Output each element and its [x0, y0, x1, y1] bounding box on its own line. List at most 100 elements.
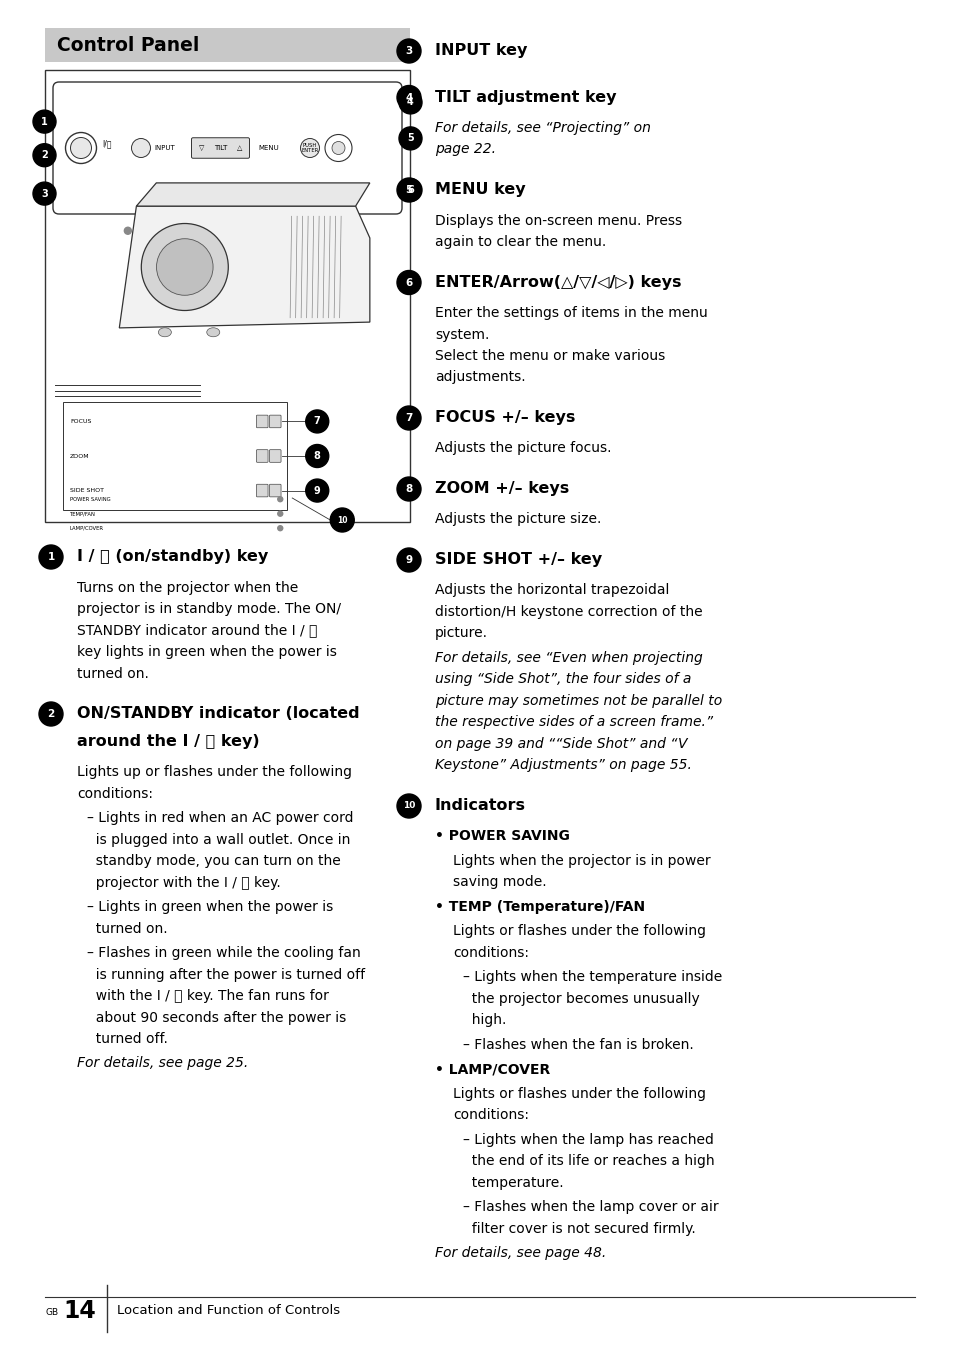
Circle shape — [33, 110, 56, 132]
Text: with the I / ⏻ key. The fan runs for: with the I / ⏻ key. The fan runs for — [87, 990, 329, 1003]
Text: filter cover is not secured firmly.: filter cover is not secured firmly. — [462, 1222, 695, 1236]
Text: TILT: TILT — [213, 145, 227, 151]
Ellipse shape — [207, 327, 219, 337]
Circle shape — [396, 548, 420, 572]
Text: 6: 6 — [405, 277, 413, 288]
FancyBboxPatch shape — [53, 82, 401, 214]
Text: again to clear the menu.: again to clear the menu. — [435, 235, 605, 249]
Circle shape — [277, 526, 282, 531]
Text: projector is in standby mode. The ON/: projector is in standby mode. The ON/ — [77, 602, 340, 617]
Text: TEMP/FAN: TEMP/FAN — [70, 511, 95, 516]
Text: MENU: MENU — [257, 145, 278, 151]
Circle shape — [141, 223, 228, 311]
Text: LAMP/COVER: LAMP/COVER — [70, 526, 104, 531]
Text: turned off.: turned off. — [87, 1032, 168, 1046]
FancyBboxPatch shape — [269, 450, 281, 462]
Circle shape — [300, 138, 319, 157]
Text: I / ⏻ (on/standby) key: I / ⏻ (on/standby) key — [77, 549, 268, 564]
Circle shape — [132, 138, 151, 157]
Text: ▽: ▽ — [199, 145, 204, 151]
Text: 5: 5 — [405, 185, 413, 195]
Text: – Lights in green when the power is: – Lights in green when the power is — [87, 900, 333, 914]
Text: distortion/H keystone correction of the: distortion/H keystone correction of the — [435, 604, 702, 619]
Text: 1: 1 — [48, 552, 54, 562]
Circle shape — [396, 406, 420, 430]
Circle shape — [33, 183, 56, 206]
Circle shape — [33, 143, 56, 166]
Text: Select the menu or make various: Select the menu or make various — [435, 349, 664, 362]
Text: Adjusts the picture focus.: Adjusts the picture focus. — [435, 442, 611, 456]
Text: For details, see page 48.: For details, see page 48. — [435, 1247, 605, 1260]
Text: 7: 7 — [314, 416, 320, 426]
Text: saving mode.: saving mode. — [453, 876, 546, 890]
Text: ENTER/Arrow(△/▽/◁/▷) keys: ENTER/Arrow(△/▽/◁/▷) keys — [435, 274, 680, 289]
Text: ZOOM: ZOOM — [70, 453, 90, 458]
Text: conditions:: conditions: — [453, 1109, 529, 1122]
Circle shape — [305, 445, 329, 468]
Text: key lights in green when the power is: key lights in green when the power is — [77, 645, 336, 658]
Text: using “Side Shot”, the four sides of a: using “Side Shot”, the four sides of a — [435, 672, 691, 687]
Text: 10: 10 — [402, 802, 415, 810]
Text: SIDE SHOT: SIDE SHOT — [70, 488, 104, 493]
Text: standby mode, you can turn on the: standby mode, you can turn on the — [87, 854, 340, 868]
Text: For details, see “Even when projecting: For details, see “Even when projecting — [435, 652, 702, 665]
Circle shape — [277, 496, 282, 502]
Circle shape — [156, 239, 213, 295]
Circle shape — [330, 508, 354, 531]
Text: picture may sometimes not be parallel to: picture may sometimes not be parallel to — [435, 694, 721, 708]
Text: TILT adjustment key: TILT adjustment key — [435, 89, 616, 104]
FancyBboxPatch shape — [269, 415, 281, 427]
Text: • TEMP (Temperature)/FAN: • TEMP (Temperature)/FAN — [435, 900, 644, 914]
Text: FOCUS: FOCUS — [70, 419, 91, 425]
Text: △: △ — [236, 145, 242, 151]
Circle shape — [396, 85, 420, 110]
Text: 3: 3 — [405, 46, 413, 55]
Text: about 90 seconds after the power is: about 90 seconds after the power is — [87, 1010, 346, 1025]
Text: 5: 5 — [407, 134, 414, 143]
Text: projector with the I / ⏻ key.: projector with the I / ⏻ key. — [87, 876, 280, 890]
Text: the respective sides of a screen frame.”: the respective sides of a screen frame.” — [435, 715, 713, 730]
Text: 2: 2 — [41, 150, 48, 160]
Text: high.: high. — [462, 1014, 506, 1028]
Text: 7: 7 — [405, 412, 413, 423]
Text: 9: 9 — [314, 485, 320, 496]
Text: 9: 9 — [405, 556, 412, 565]
Text: 3: 3 — [41, 188, 48, 199]
Circle shape — [124, 227, 132, 234]
Text: Location and Function of Controls: Location and Function of Controls — [117, 1303, 340, 1317]
Text: 4: 4 — [407, 97, 414, 107]
Circle shape — [396, 39, 420, 64]
Text: • LAMP/COVER: • LAMP/COVER — [435, 1063, 550, 1076]
Text: 4: 4 — [405, 92, 413, 103]
Text: GB: GB — [45, 1307, 58, 1317]
Circle shape — [398, 178, 421, 201]
Circle shape — [396, 178, 420, 201]
Text: Lights up or flashes under the following: Lights up or flashes under the following — [77, 765, 352, 779]
Text: 10: 10 — [336, 515, 347, 525]
Circle shape — [305, 410, 329, 433]
Text: 1: 1 — [41, 116, 48, 127]
Text: Lights or flashes under the following: Lights or flashes under the following — [453, 1087, 705, 1101]
Circle shape — [396, 270, 420, 295]
FancyBboxPatch shape — [192, 138, 250, 158]
Text: ZOOM +/– keys: ZOOM +/– keys — [435, 481, 569, 496]
Circle shape — [396, 477, 420, 502]
FancyBboxPatch shape — [63, 402, 287, 510]
Circle shape — [71, 138, 91, 158]
Text: Adjusts the horizontal trapezoidal: Adjusts the horizontal trapezoidal — [435, 584, 669, 598]
Text: POWER SAVING: POWER SAVING — [70, 496, 111, 502]
Text: • POWER SAVING: • POWER SAVING — [435, 830, 569, 844]
Text: INPUT key: INPUT key — [435, 43, 527, 58]
Text: turned on.: turned on. — [87, 922, 168, 936]
Text: For details, see “Projecting” on: For details, see “Projecting” on — [435, 120, 650, 135]
Text: the projector becomes unusually: the projector becomes unusually — [462, 992, 699, 1006]
Text: For details, see page 25.: For details, see page 25. — [77, 1056, 248, 1071]
Text: ENTER: ENTER — [301, 147, 318, 153]
Text: the end of its life or reaches a high: the end of its life or reaches a high — [462, 1155, 714, 1168]
Ellipse shape — [158, 327, 172, 337]
Circle shape — [39, 702, 63, 726]
FancyBboxPatch shape — [269, 484, 281, 498]
Text: 2: 2 — [48, 708, 54, 719]
FancyBboxPatch shape — [256, 450, 268, 462]
Text: INPUT: INPUT — [154, 145, 175, 151]
